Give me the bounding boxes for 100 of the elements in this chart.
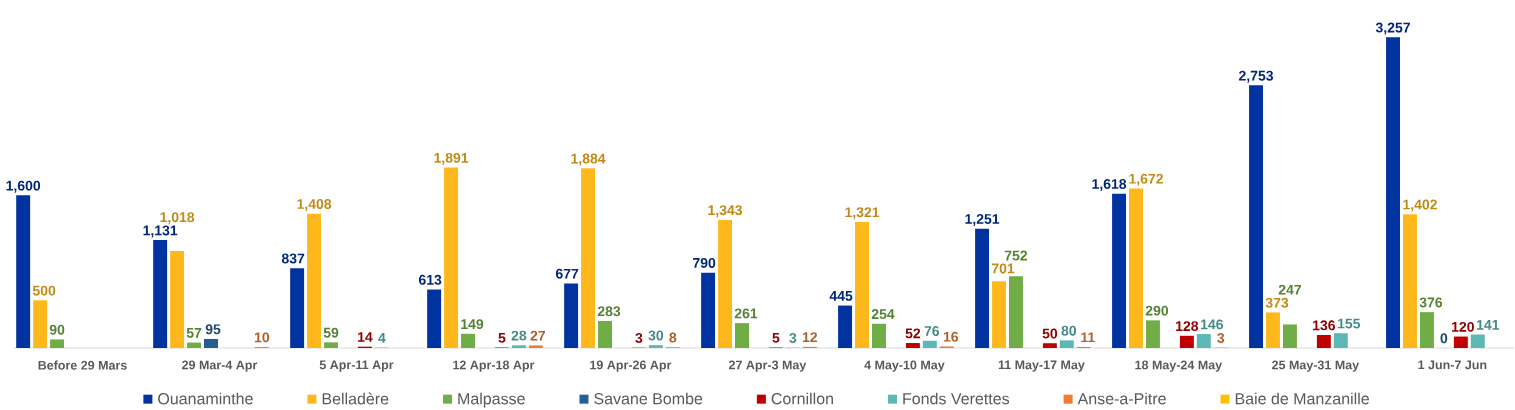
bar	[1333, 333, 1348, 348]
x-tick-label: 12 Apr-18 Apr	[453, 360, 535, 372]
bar	[838, 305, 853, 348]
data-label: 3	[789, 333, 797, 343]
data-label: 120	[1452, 321, 1474, 332]
bar	[1470, 334, 1485, 348]
bar	[170, 250, 185, 348]
bar	[1386, 37, 1400, 348]
bar	[16, 195, 31, 348]
bar	[444, 167, 459, 348]
data-label: 1,402	[1403, 199, 1437, 212]
x-tick-label: 29 Mar-4 Apr	[182, 360, 258, 372]
data-label: 146	[1201, 319, 1223, 330]
data-label: 27	[530, 330, 545, 341]
data-label: 141	[1476, 320, 1500, 330]
bar	[1419, 312, 1434, 348]
bar	[922, 340, 937, 348]
bar	[855, 221, 870, 348]
bar	[701, 272, 716, 348]
bar	[648, 345, 663, 348]
data-label: 3	[1217, 333, 1225, 343]
data-label: 16	[943, 331, 959, 342]
data-label: 1,408	[297, 199, 332, 211]
data-label: 5	[772, 333, 780, 343]
data-label: 613	[418, 274, 442, 285]
bar	[581, 168, 596, 348]
legend-label: Baie de Manzanille	[1235, 392, 1369, 405]
data-label: 261	[734, 308, 758, 319]
x-tick-label: 18 May-24 May	[1135, 360, 1223, 372]
data-label: 1,884	[571, 153, 606, 166]
bar	[50, 339, 65, 348]
x-tick-label: Before 29 Mars	[38, 360, 127, 370]
bar	[427, 289, 442, 348]
data-label: 1,343	[708, 205, 743, 218]
data-label: 155	[1338, 318, 1361, 329]
data-label: 373	[1265, 297, 1289, 308]
bar	[307, 213, 322, 348]
data-label: 5	[498, 333, 506, 343]
data-label: 136	[1313, 320, 1336, 331]
x-tick-label: 1 Jun-7 Jun	[1418, 360, 1487, 370]
data-label: 8	[669, 332, 677, 343]
bar	[1042, 343, 1057, 348]
x-tick-label: 25 May-31 May	[1272, 360, 1360, 372]
bar	[975, 228, 990, 348]
bar	[1453, 336, 1468, 348]
data-label: 1,600	[6, 180, 41, 193]
data-label: 52	[905, 328, 921, 339]
data-label: 14	[358, 332, 373, 342]
data-label: 128	[1176, 321, 1199, 332]
bar	[1282, 324, 1297, 348]
bar	[1179, 335, 1194, 348]
bar	[1008, 276, 1023, 348]
data-label: 10	[254, 332, 270, 343]
bar	[1316, 335, 1331, 348]
data-label: 290	[1145, 305, 1169, 316]
data-label: 2,753	[1239, 70, 1274, 83]
data-label: 701	[991, 263, 1015, 274]
data-label: 247	[1278, 284, 1301, 295]
bar	[511, 345, 526, 348]
data-label: 57	[186, 328, 202, 338]
bar	[1196, 334, 1211, 348]
bar	[735, 323, 749, 348]
bar	[905, 343, 920, 348]
bar	[992, 281, 1006, 348]
data-label: 12	[802, 332, 818, 342]
data-label: 76	[924, 326, 940, 337]
data-label: 28	[511, 330, 527, 341]
data-label: 500	[32, 285, 56, 296]
data-label: 283	[597, 306, 621, 317]
legend-label: Fonds Verettes	[903, 392, 1010, 405]
bar	[528, 345, 543, 348]
bar	[33, 300, 48, 348]
data-label: 1,891	[434, 152, 469, 165]
bar	[1129, 188, 1143, 348]
bar	[1266, 312, 1280, 348]
data-label: 1,672	[1129, 173, 1163, 186]
data-label: 376	[1419, 297, 1443, 308]
bar	[1145, 320, 1160, 348]
x-tick-label: 27 Apr-3 May	[728, 360, 807, 372]
data-label: 90	[49, 324, 65, 335]
bar	[290, 268, 305, 348]
data-label: 790	[693, 257, 716, 268]
legend-label: Malpasse	[458, 392, 525, 408]
bar	[1059, 340, 1074, 348]
data-label: 254	[871, 309, 895, 320]
bar	[598, 321, 612, 348]
legend-label: Savane Bombe	[594, 392, 703, 405]
data-label: 59	[323, 327, 339, 338]
data-label: 1,131	[143, 225, 178, 238]
bar	[1403, 214, 1417, 348]
data-label: 0	[1440, 333, 1448, 344]
x-tick-label: 4 May-10 May	[864, 360, 945, 372]
data-label: 50	[1042, 328, 1058, 339]
bar	[187, 342, 202, 348]
data-label: 837	[281, 253, 305, 264]
bar	[564, 283, 579, 348]
bar	[324, 342, 339, 348]
data-label: 677	[555, 268, 579, 279]
data-label: 1,321	[845, 207, 880, 220]
bar	[1249, 85, 1264, 348]
